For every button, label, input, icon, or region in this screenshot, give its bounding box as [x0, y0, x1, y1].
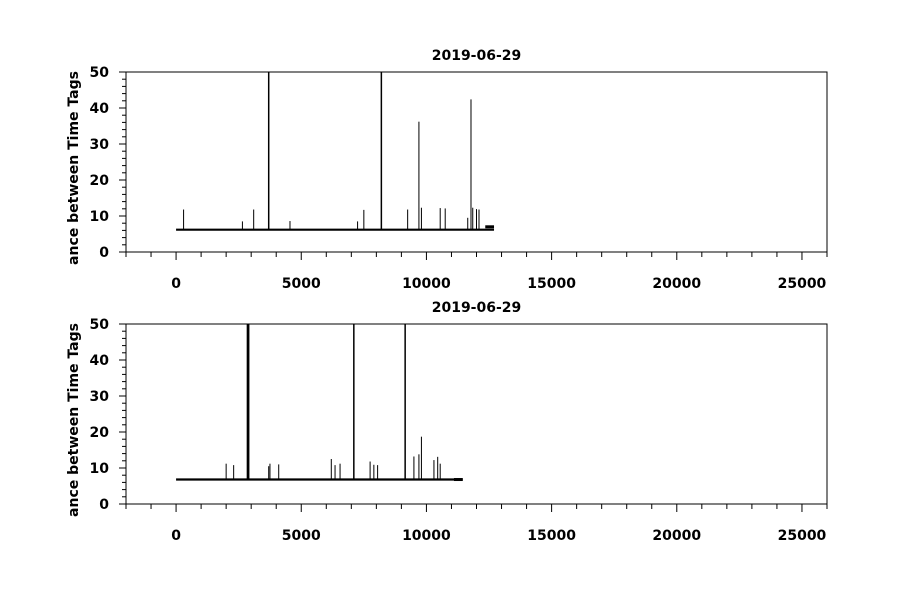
y-axis-label: ance between Time Tags [66, 323, 82, 517]
y-tick-label: 20 [90, 173, 110, 189]
axis-ticks: 0 10 20 30 40 50 0 5000 10000 15000 20000 25000 [90, 65, 828, 292]
y-axis-label: ance between Time Tags [66, 71, 82, 265]
x-tick-label: 15000 [527, 528, 576, 544]
data-series [176, 324, 463, 482]
x-tick-label: 25000 [778, 528, 827, 544]
axis-ticks: 0 10 20 30 40 50 0 5000 10000 15000 20000 25000 [90, 317, 828, 544]
y-tick-label: 40 [90, 353, 110, 369]
x-tick-label: 20000 [652, 276, 701, 292]
plot-frame [125, 323, 828, 505]
y-tick-label: 20 [90, 425, 110, 441]
data-series [176, 72, 495, 231]
chart-panel-bottom: 2019-06-29 ance between Time Tags 0 10 20 3… [66, 300, 828, 544]
x-tick-label: 25000 [778, 276, 827, 292]
y-tick-label: 10 [90, 461, 110, 477]
y-tick-label: 10 [90, 209, 110, 225]
y-tick-label: 30 [90, 137, 110, 153]
y-tick-label: 0 [99, 245, 109, 261]
y-tick-label: 50 [90, 65, 110, 81]
x-tick-label: 20000 [652, 528, 701, 544]
chart-title: 2019-06-29 [432, 48, 522, 64]
x-tick-label: 10000 [402, 528, 451, 544]
x-tick-label: 5000 [282, 528, 321, 544]
x-tick-label: 15000 [527, 276, 576, 292]
x-tick-label: 0 [171, 276, 181, 292]
y-tick-label: 50 [90, 317, 110, 333]
y-tick-label: 40 [90, 101, 110, 117]
y-tick-label: 0 [99, 497, 109, 513]
x-tick-label: 10000 [402, 276, 451, 292]
y-tick-label: 30 [90, 389, 110, 405]
x-tick-label: 0 [171, 528, 181, 544]
x-tick-label: 5000 [282, 276, 321, 292]
chart-panel-top: 2019-06-29 ance between Time Tags 0 10 20 3… [66, 48, 828, 292]
chart-title: 2019-06-29 [432, 300, 522, 316]
